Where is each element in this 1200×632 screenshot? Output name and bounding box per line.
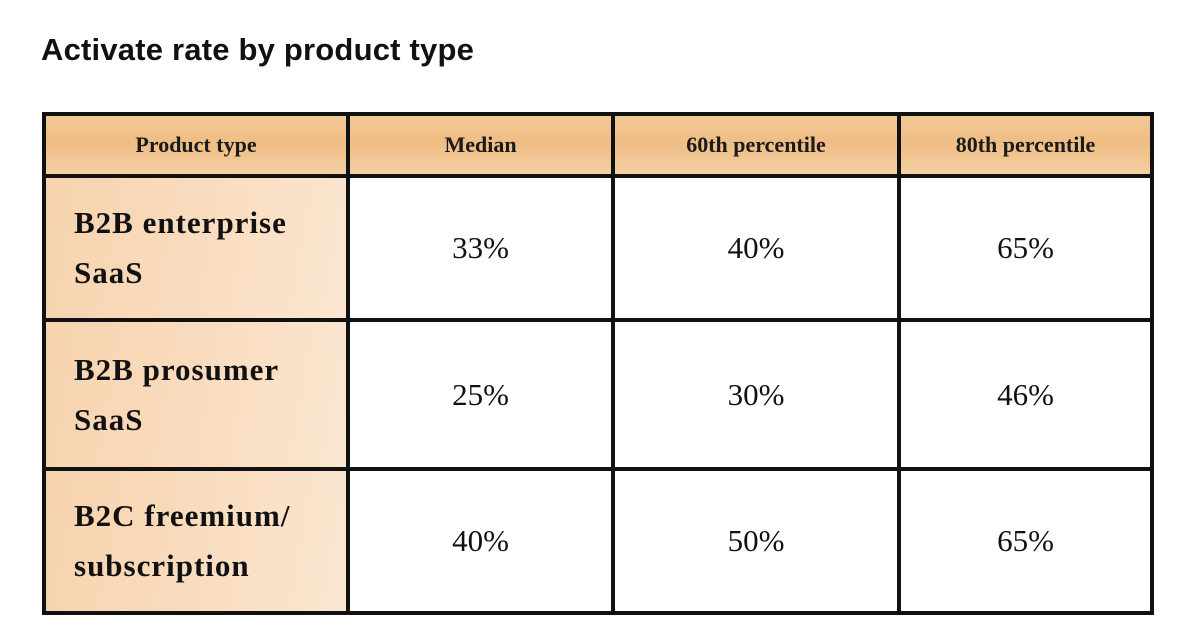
table-row: B2C freemium/ subscription 40% 50% 65% [42,467,1154,615]
row-header-line: B2B enterprise [74,205,287,240]
row-header-b2b-enterprise-saas: B2B enterprise SaaS [42,174,350,322]
data-table: Product type Median 60th percentile 80th… [42,112,1154,615]
row-header-line: subscription [74,548,250,583]
chart-title: Activate rate by product type [41,32,475,67]
cell-median: 40% [346,467,615,615]
column-header-median: Median [346,112,615,178]
header-row: Product type Median 60th percentile 80th… [42,112,1154,178]
data-table-container: Product type Median 60th percentile 80th… [42,112,1154,632]
column-header-60th-percentile: 60th percentile [611,112,901,178]
cell-80th-percentile: 46% [897,318,1154,471]
cell-80th-percentile: 65% [897,467,1154,615]
cell-60th-percentile: 30% [611,318,901,471]
column-header-product-type: Product type [42,112,350,178]
row-header-b2c-freemium-subscription: B2C freemium/ subscription [42,467,350,615]
cell-median: 33% [346,174,615,322]
row-header-line: B2B prosumer [74,351,280,387]
cell-80th-percentile: 65% [897,174,1154,322]
row-header-line: SaaS [74,255,144,290]
cell-60th-percentile: 40% [611,174,901,322]
row-header-b2b-prosumer-saas: B2B prosumer SaaS [42,318,350,471]
row-header-line: SaaS [74,401,144,437]
column-header-80th-percentile: 80th percentile [897,112,1154,178]
row-header-line: B2C freemium/ [74,498,291,533]
table-row: B2B enterprise SaaS 33% 40% 65% [42,174,1154,322]
cell-median: 25% [346,318,615,471]
table-row: B2B prosumer SaaS 25% 30% 46% [42,318,1154,471]
cell-60th-percentile: 50% [611,467,901,615]
